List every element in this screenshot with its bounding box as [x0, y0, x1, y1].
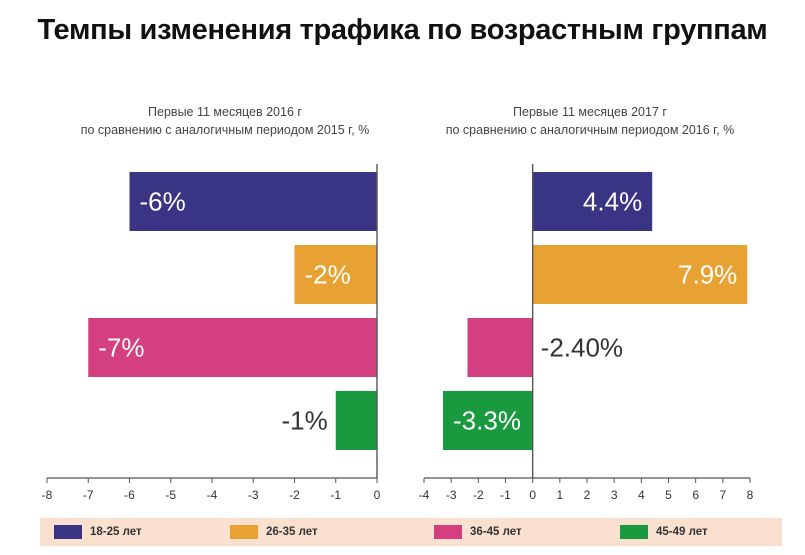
legend-swatch: [230, 525, 258, 539]
x-tick-label: -4: [419, 488, 430, 502]
data-label: 7.9%: [678, 260, 737, 290]
x-tick-label: 4: [638, 488, 645, 502]
x-tick-label: -3: [248, 488, 259, 502]
x-tick-label: 0: [529, 488, 536, 502]
x-tick-label: -5: [165, 488, 176, 502]
right-chart-subtitle: Первые 11 месяцев 2017 г по сравнению с …: [380, 103, 800, 139]
x-tick-label: -6: [124, 488, 135, 502]
right-subtitle-line2: по сравнению с аналогичным периодом 2016…: [445, 123, 735, 137]
x-tick-label: 7: [719, 488, 726, 502]
legend-swatch: [620, 525, 648, 539]
bar: [532, 245, 748, 304]
x-tick-label: -3: [446, 488, 457, 502]
x-tick-label: 2: [584, 488, 591, 502]
legend-label: 26-35 лет: [266, 526, 318, 538]
data-label: -7%: [98, 333, 144, 363]
left-chart-subtitle: Первые 11 месяцев 2016 г по сравнению с …: [10, 103, 440, 139]
bar: [443, 391, 533, 450]
legend: 18-25 лет 26-35 лет 36-45 лет 45-49 лет: [40, 518, 782, 546]
bar: [467, 318, 533, 377]
bar: [88, 318, 377, 377]
left-subtitle-line2: по сравнению с аналогичным периодом 2015…: [80, 123, 370, 137]
data-label: -1%: [282, 406, 328, 436]
x-tick-label: 3: [611, 488, 618, 502]
x-tick-label: 1: [556, 488, 563, 502]
data-label: -2%: [305, 260, 351, 290]
chart-title: Темпы изменения трафика по возрастным гр…: [37, 14, 768, 46]
data-label: -6%: [140, 187, 186, 217]
data-label: -2.40%: [541, 333, 623, 363]
x-tick-label: 0: [374, 488, 381, 502]
x-tick-label: 8: [747, 488, 754, 502]
legend-label: 18-25 лет: [90, 526, 142, 538]
legend-label: 36-45 лет: [470, 526, 522, 538]
x-tick-label: -1: [330, 488, 341, 502]
x-tick-label: -1: [500, 488, 511, 502]
x-tick-label: 5: [665, 488, 672, 502]
legend-swatch: [54, 525, 82, 539]
x-tick-label: -2: [289, 488, 300, 502]
right-subtitle-line1: Первые 11 месяцев 2017 г: [513, 105, 667, 119]
x-tick-label: -4: [207, 488, 218, 502]
bar: [532, 172, 653, 231]
x-tick-label: -2: [473, 488, 484, 502]
x-tick-label: 6: [692, 488, 699, 502]
legend-label: 45-49 лет: [656, 526, 708, 538]
bar: [294, 245, 377, 304]
x-tick-label: -8: [42, 488, 53, 502]
bar: [335, 391, 377, 450]
data-label: -3.3%: [453, 406, 521, 436]
data-label: 4.4%: [583, 187, 642, 217]
left-subtitle-line1: Первые 11 месяцев 2016 г: [148, 105, 302, 119]
bar: [129, 172, 377, 231]
x-tick-label: -7: [83, 488, 94, 502]
legend-swatch: [434, 525, 462, 539]
